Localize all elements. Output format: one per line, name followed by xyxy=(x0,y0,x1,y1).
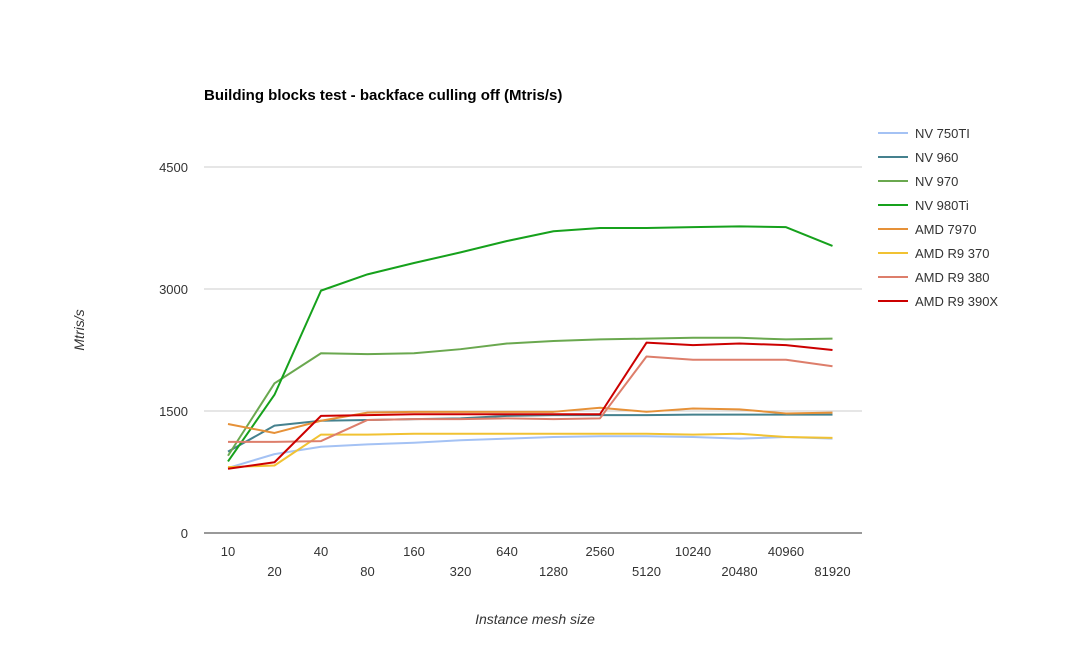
series-line-amd-r9-390x xyxy=(227,341,833,470)
y-tick-label: 0 xyxy=(181,526,188,541)
x-tick-label: 40 xyxy=(314,544,328,559)
y-tick-label: 4500 xyxy=(159,160,188,175)
series-line-nv-980ti xyxy=(227,225,833,462)
x-tick-label: 40960 xyxy=(768,544,804,559)
x-tick-label: 320 xyxy=(450,564,472,579)
x-tick-label: 1280 xyxy=(539,564,568,579)
x-tick-label: 160 xyxy=(403,544,425,559)
gridlines xyxy=(204,166,862,534)
legend-label: AMD R9 390X xyxy=(915,294,998,309)
x-tick-label: 10 xyxy=(221,544,235,559)
series-line-nv-750ti xyxy=(227,435,833,469)
x-tick-label: 640 xyxy=(496,544,518,559)
legend-label: NV 970 xyxy=(915,174,958,189)
x-axis-ticks: 10 20 40 80 160 320 640 1280 2560 5120 10240 20480 4… xyxy=(221,544,851,579)
y-axis-ticks: 0 1500 3000 4500 xyxy=(159,160,188,541)
chart-title: Building blocks test - backface culling … xyxy=(204,87,562,104)
x-tick-label: 10240 xyxy=(675,544,711,559)
legend-label: AMD 7970 xyxy=(915,222,976,237)
y-tick-label: 3000 xyxy=(159,282,188,297)
series-lines xyxy=(227,225,833,470)
x-tick-label: 81920 xyxy=(814,564,850,579)
legend-label: NV 980Ti xyxy=(915,198,969,213)
x-axis-title: Instance mesh size xyxy=(475,611,595,627)
series-line-amd-r9-380 xyxy=(228,355,833,443)
series-line-amd-r9-370 xyxy=(227,432,833,469)
legend-label: AMD R9 370 xyxy=(915,246,989,261)
x-tick-label: 5120 xyxy=(632,564,661,579)
y-tick-label: 1500 xyxy=(159,404,188,419)
series-line-nv-960 xyxy=(227,413,833,453)
x-tick-label: 20480 xyxy=(721,564,757,579)
x-tick-label: 80 xyxy=(360,564,374,579)
legend-label: NV 960 xyxy=(915,150,958,165)
legend: NV 750TI NV 960 NV 970 NV 980Ti AMD 7970 AMD … xyxy=(878,126,998,309)
x-tick-label: 20 xyxy=(267,564,281,579)
x-tick-label: 2560 xyxy=(586,544,615,559)
legend-label: NV 750TI xyxy=(915,126,970,141)
legend-label: AMD R9 380 xyxy=(915,270,989,285)
y-axis-title: Mtris/s xyxy=(71,309,87,350)
series-line-nv-970 xyxy=(227,336,833,457)
series-line-amd-7970 xyxy=(227,406,833,434)
